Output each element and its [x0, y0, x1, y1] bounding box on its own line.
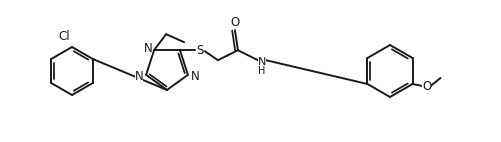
Text: N: N	[190, 70, 199, 83]
Text: H: H	[258, 66, 265, 76]
Text: N: N	[143, 42, 152, 55]
Text: O: O	[230, 16, 239, 29]
Text: N: N	[257, 57, 266, 67]
Text: Cl: Cl	[58, 31, 70, 43]
Text: S: S	[196, 44, 203, 57]
Text: N: N	[134, 70, 143, 83]
Text: O: O	[421, 80, 430, 92]
